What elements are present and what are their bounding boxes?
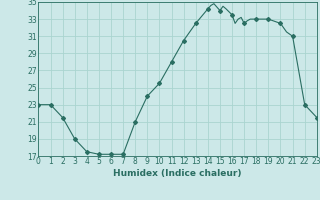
X-axis label: Humidex (Indice chaleur): Humidex (Indice chaleur) [113, 169, 242, 178]
